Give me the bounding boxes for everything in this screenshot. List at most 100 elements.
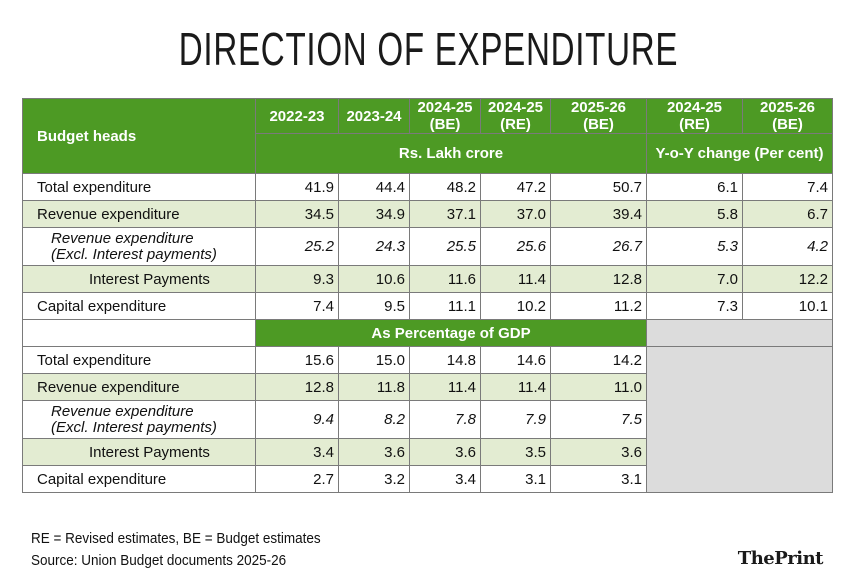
table-row: Total expenditure 15.6 15.0 14.8 14.6 14.2 (22, 346, 833, 493)
value-cell: 9.4 (255, 400, 339, 439)
page-title: DIRECTION OF EXPENDITURE (178, 23, 679, 75)
table-row: Capital expenditure 2.7 3.2 3.4 3.1 3.1 (22, 465, 833, 493)
value-cell: 7.4 (742, 173, 833, 201)
col-yoy-2025-26-be: 2025-26 (BE) (742, 98, 833, 134)
value-cell: 3.6 (409, 438, 481, 466)
gdp-header-row: As Percentage of GDP (22, 319, 833, 347)
empty-gray-block (646, 346, 833, 493)
value-cell: 25.6 (480, 227, 551, 266)
col-2024-25-re: 2024-25 (RE) (480, 98, 551, 134)
value-cell: 12.8 (255, 373, 339, 401)
footnote: RE = Revised estimates, BE = Budget esti… (31, 530, 321, 547)
value-cell: 7.5 (550, 400, 647, 439)
table-row: Revenue expenditure (Excl. Interest payme… (22, 227, 833, 266)
value-cell: 15.0 (338, 346, 410, 374)
table-row: Capital expenditure 7.4 9.5 11.1 10.2 11.2 7.3… (22, 292, 833, 320)
value-cell: 9.3 (255, 265, 339, 293)
value-cell: 24.3 (338, 227, 410, 266)
value-cell: 11.4 (480, 373, 551, 401)
value-cell: 4.2 (742, 227, 833, 266)
value-cell: 6.1 (646, 173, 743, 201)
table-row: Total expenditure 41.9 44.4 48.2 47.2 50.7 6.1… (22, 173, 833, 201)
expenditure-table: Budget heads 2022-23 2023-24 2024-25 (BE)… (22, 98, 833, 493)
row-label: Total expenditure (22, 346, 256, 374)
value-cell: 7.4 (255, 292, 339, 320)
value-cell: 10.2 (480, 292, 551, 320)
row-label: Interest Payments (22, 265, 256, 293)
value-cell: 12.8 (550, 265, 647, 293)
table-row: Interest Payments 3.4 3.6 3.6 3.5 3.6 (22, 438, 833, 466)
unit-yoy-change: Y-o-Y change (Per cent) (646, 133, 833, 174)
value-cell: 11.1 (409, 292, 481, 320)
value-cell: 5.8 (646, 200, 743, 228)
header-row: Budget heads 2022-23 2023-24 2024-25 (BE)… (22, 98, 833, 174)
col-2022-23: 2022-23 (255, 98, 339, 134)
table-row: Revenue expenditure 12.8 11.8 11.4 11.4 11.0 (22, 373, 833, 401)
source-note: Source: Union Budget documents 2025-26 (31, 552, 287, 569)
col-2023-24: 2023-24 (338, 98, 410, 134)
value-cell: 14.2 (550, 346, 647, 374)
value-cell: 3.2 (338, 465, 410, 493)
theprint-logo: ThePrint (737, 548, 824, 569)
value-cell: 41.9 (255, 173, 339, 201)
table-row: Revenue expenditure 34.5 34.9 37.1 37.0 39.4 5… (22, 200, 833, 228)
budget-heads-header: Budget heads (22, 98, 256, 174)
value-cell: 3.6 (338, 438, 410, 466)
table-row: Revenue expenditure (Excl. Interest payme… (22, 400, 833, 439)
row-label: Revenue expenditure (22, 200, 256, 228)
value-cell: 3.1 (480, 465, 551, 493)
col-yoy-2024-25-re: 2024-25 (RE) (646, 98, 743, 134)
gdp-section: As Percentage of GDP Total expenditure 15.… (22, 319, 833, 493)
value-cell: 7.3 (646, 292, 743, 320)
value-cell: 3.6 (550, 438, 647, 466)
gdp-section-header: As Percentage of GDP (255, 319, 647, 347)
table-row: Interest Payments 9.3 10.6 11.6 11.4 12.8 7.0 1… (22, 265, 833, 293)
value-cell: 3.4 (409, 465, 481, 493)
value-cell: 14.6 (480, 346, 551, 374)
value-cell: 11.6 (409, 265, 481, 293)
row-label: Capital expenditure (22, 465, 256, 493)
value-cell: 9.5 (338, 292, 410, 320)
value-cell: 3.5 (480, 438, 551, 466)
unit-lakh-crore: Rs. Lakh crore (255, 133, 647, 174)
gdp-header-blank (22, 319, 256, 347)
value-cell: 12.2 (742, 265, 833, 293)
row-label: Capital expenditure (22, 292, 256, 320)
value-cell: 37.0 (480, 200, 551, 228)
value-cell: 10.1 (742, 292, 833, 320)
col-2024-25-be: 2024-25 (BE) (409, 98, 481, 134)
lakh-section: Total expenditure 41.9 44.4 48.2 47.2 50.7 6.1… (22, 173, 833, 320)
value-cell: 50.7 (550, 173, 647, 201)
value-cell: 39.4 (550, 200, 647, 228)
value-cell: 5.3 (646, 227, 743, 266)
row-label: Interest Payments (22, 438, 256, 466)
row-label: Revenue expenditure (Excl. Interest payme… (22, 227, 256, 266)
value-cell: 11.2 (550, 292, 647, 320)
row-label: Total expenditure (22, 173, 256, 201)
value-cell: 3.1 (550, 465, 647, 493)
value-cell: 7.9 (480, 400, 551, 439)
value-cell: 44.4 (338, 173, 410, 201)
value-cell: 11.4 (480, 265, 551, 293)
value-cell: 11.0 (550, 373, 647, 401)
value-cell: 6.7 (742, 200, 833, 228)
gdp-header-gray (646, 319, 833, 347)
value-cell: 14.8 (409, 346, 481, 374)
value-cell: 2.7 (255, 465, 339, 493)
value-cell: 8.2 (338, 400, 410, 439)
value-cell: 3.4 (255, 438, 339, 466)
value-cell: 25.2 (255, 227, 339, 266)
value-cell: 47.2 (480, 173, 551, 201)
value-cell: 15.6 (255, 346, 339, 374)
row-label: Revenue expenditure (Excl. Interest payme… (22, 400, 256, 439)
col-2025-26-be: 2025-26 (BE) (550, 98, 647, 134)
value-cell: 11.4 (409, 373, 481, 401)
value-cell: 7.8 (409, 400, 481, 439)
value-cell: 26.7 (550, 227, 647, 266)
unit-row: Rs. Lakh crore Y-o-Y change (Per cent) (23, 133, 833, 174)
value-cell: 11.8 (338, 373, 410, 401)
value-cell: 25.5 (409, 227, 481, 266)
value-cell: 34.9 (338, 200, 410, 228)
value-cell: 7.0 (646, 265, 743, 293)
row-label: Revenue expenditure (22, 373, 256, 401)
